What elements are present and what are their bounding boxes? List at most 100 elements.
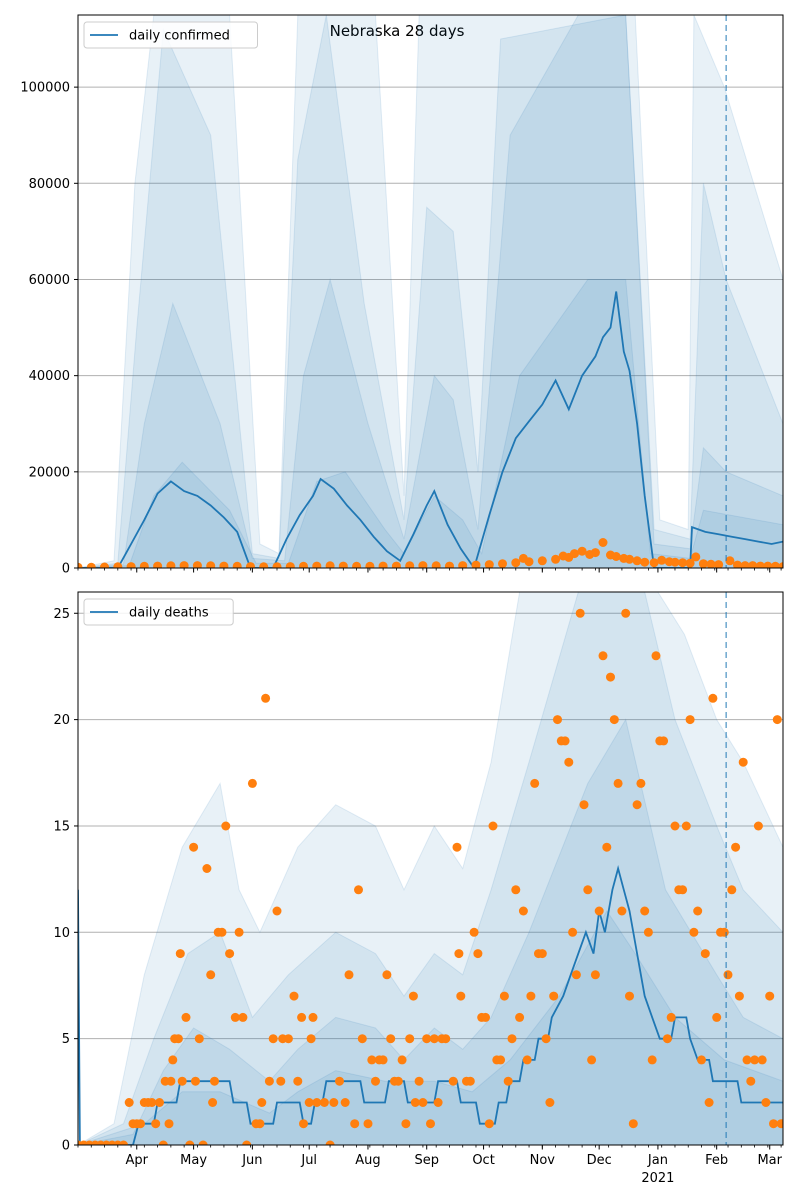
band-1	[78, 592, 783, 1145]
x-tick-label: May	[180, 1153, 207, 1168]
data-point	[329, 1098, 339, 1107]
y-tick-label: 25	[53, 607, 70, 622]
data-point	[242, 1140, 252, 1145]
y-tick-label: 10	[53, 926, 70, 941]
data-point	[352, 561, 362, 568]
data-point	[469, 927, 479, 937]
data-point	[217, 927, 227, 937]
data-point	[189, 842, 199, 852]
data-point	[515, 1012, 525, 1022]
data-point	[776, 1119, 783, 1129]
data-point	[344, 970, 354, 980]
data-point	[666, 1012, 676, 1022]
legend: daily deaths	[83, 598, 234, 626]
data-point	[166, 561, 176, 568]
data-point	[414, 1076, 424, 1086]
data-point	[678, 885, 688, 895]
data-point	[640, 906, 650, 916]
data-point	[247, 778, 257, 788]
data-point	[632, 556, 642, 566]
data-point	[670, 821, 680, 831]
data-point	[166, 1076, 176, 1086]
x-tick-label: Aug	[355, 1153, 380, 1168]
data-point	[693, 906, 703, 916]
band-0	[78, 592, 783, 1145]
data-point	[206, 970, 216, 980]
data-point	[587, 1055, 597, 1065]
data-point	[268, 1034, 278, 1044]
deaths-panel: 0 5 10 15 20 25 Apr May Jun Jul Aug Sep Oct Nov Dec Jan…	[53, 591, 784, 1186]
data-point	[225, 949, 235, 959]
data-point	[401, 1119, 411, 1129]
data-point	[765, 991, 775, 1001]
x-tick-label: Mar	[757, 1153, 782, 1168]
data-point	[232, 561, 242, 568]
data-point	[202, 864, 212, 873]
band-0	[78, 15, 783, 568]
data-point	[689, 927, 699, 937]
data-point	[763, 561, 773, 568]
data-point	[445, 561, 454, 568]
data-point	[126, 562, 136, 568]
data-point	[391, 561, 401, 568]
data-point	[590, 548, 600, 558]
legend: daily confirmed	[83, 21, 258, 49]
data-point	[185, 1140, 195, 1145]
data-point	[643, 927, 653, 937]
data-point	[261, 693, 271, 703]
data-point	[164, 1119, 174, 1129]
legend-label: daily deaths	[129, 606, 209, 621]
data-point	[433, 1098, 443, 1107]
data-point	[230, 1012, 240, 1022]
data-point	[454, 949, 464, 959]
data-point	[706, 559, 716, 568]
x-tick-label: Dec	[587, 1153, 612, 1168]
data-point	[560, 736, 570, 746]
data-point	[206, 561, 216, 568]
data-point	[382, 970, 392, 980]
data-point	[590, 970, 600, 980]
data-point	[769, 1119, 778, 1129]
figure-title: Nebraska 28 days	[330, 22, 465, 40]
legend-label: daily confirmed	[129, 29, 230, 44]
data-point	[319, 1098, 329, 1107]
data-point	[418, 561, 428, 568]
data-point	[579, 800, 589, 810]
data-point	[632, 800, 642, 810]
data-point	[733, 560, 742, 568]
data-point	[175, 949, 185, 959]
data-point	[456, 991, 466, 1001]
data-point	[761, 1098, 771, 1107]
y-tick-label: 0	[62, 562, 70, 577]
data-point	[731, 842, 741, 852]
data-point	[685, 715, 695, 725]
data-point	[611, 552, 621, 561]
data-point	[429, 1034, 439, 1044]
data-point	[238, 1012, 248, 1022]
data-point	[338, 561, 348, 568]
data-point	[577, 546, 587, 556]
data-point	[625, 991, 634, 1001]
data-point	[312, 1098, 322, 1107]
data-point	[746, 1076, 756, 1086]
data-point	[325, 1140, 335, 1145]
x-tick-label: Jun	[241, 1153, 262, 1168]
confirmed-panel: 0 20000 40000 60000 80000 100000 daily confirm…	[20, 14, 784, 577]
data-point	[397, 1055, 407, 1065]
data-point	[568, 927, 578, 937]
data-point	[168, 1055, 178, 1065]
y-tick-label: 80000	[29, 177, 70, 192]
legend-box	[83, 598, 234, 626]
data-point	[367, 1055, 377, 1065]
x-year-label: 2021	[641, 1171, 674, 1186]
data-point	[575, 608, 585, 618]
data-point	[755, 561, 765, 568]
data-point	[617, 906, 627, 916]
data-point	[657, 555, 667, 565]
data-point	[179, 561, 189, 568]
data-point	[697, 1055, 706, 1065]
y-tick-label: 60000	[29, 273, 70, 288]
data-point	[340, 1098, 350, 1107]
data-point	[441, 1034, 451, 1044]
data-point	[257, 1098, 267, 1107]
